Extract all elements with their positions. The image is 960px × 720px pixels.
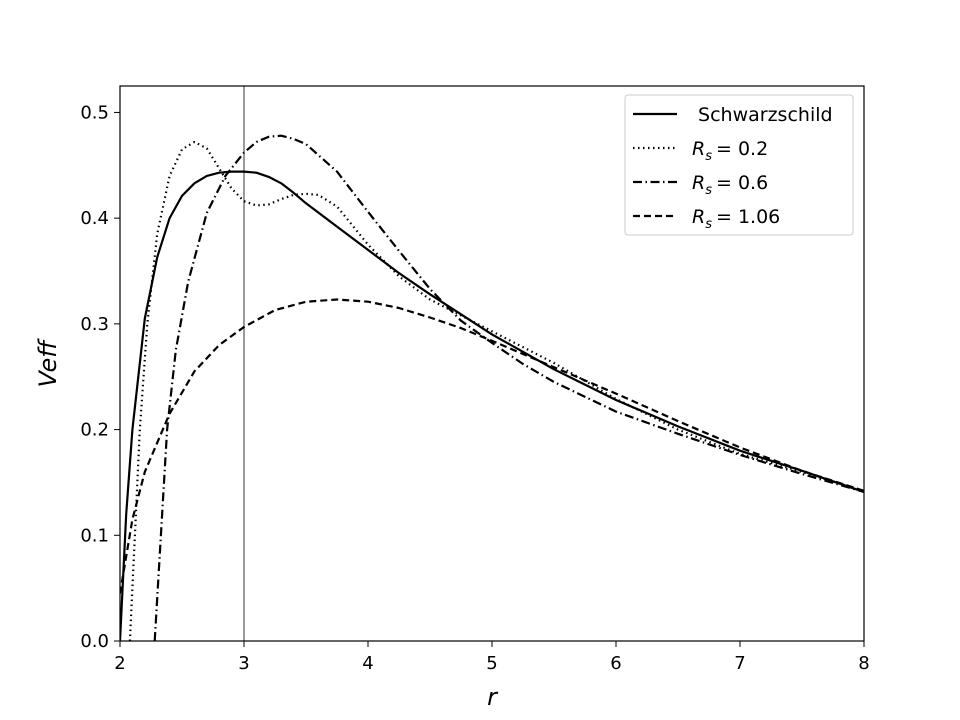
y-tick-label: 0.2 [80, 420, 109, 441]
series-line-4 [120, 298, 864, 594]
x-axis-label: r [487, 683, 499, 711]
legend-label: Schwarzschild [692, 104, 833, 126]
y-tick-label: 0.5 [80, 102, 109, 123]
y-axis-label: Veff [34, 338, 62, 388]
x-tick-label: 4 [362, 653, 373, 674]
curves-layer [120, 134, 864, 641]
x-tick-label: 7 [734, 653, 745, 674]
series-line-2 [128, 140, 864, 641]
y-axis: 0.0 0.1 0.2 0.3 0.4 0.5 [80, 102, 120, 652]
legend-box [624, 94, 854, 236]
legend-label: Rs = 0.2 [692, 138, 768, 164]
legend-label: Rs = 1.06 [692, 206, 780, 232]
x-tick-label: 2 [114, 653, 125, 674]
y-tick-label: 0.1 [80, 525, 109, 546]
x-tick-label: 6 [610, 653, 621, 674]
series-line-1 [120, 170, 864, 641]
x-axis: 2 3 4 5 6 7 8 [114, 641, 870, 674]
y-tick-label: 0.3 [80, 314, 109, 335]
x-tick-label: 5 [486, 653, 497, 674]
x-tick-label: 8 [858, 653, 869, 674]
x-tick-label: 3 [238, 653, 249, 674]
y-tick-label: 0.4 [80, 208, 109, 229]
series-line-3 [153, 134, 864, 641]
y-tick-label: 0.0 [80, 631, 109, 652]
legend: Schwarzschild Rs = 0.2 Rs = 0.6 Rs = 1.06 [624, 94, 854, 236]
legend-label: Rs = 0.6 [692, 172, 768, 198]
